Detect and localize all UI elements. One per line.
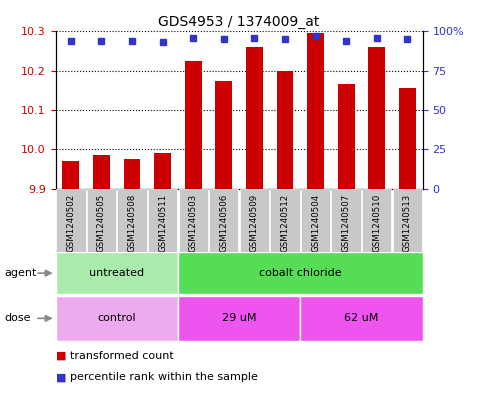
Bar — [246, 47, 263, 189]
Text: GSM1240508: GSM1240508 — [128, 194, 137, 252]
Bar — [179, 189, 208, 252]
Text: dose: dose — [5, 313, 31, 323]
Bar — [307, 33, 324, 189]
Bar — [87, 189, 116, 252]
Title: GDS4953 / 1374009_at: GDS4953 / 1374009_at — [158, 15, 320, 29]
Bar — [117, 189, 147, 252]
Bar — [56, 189, 85, 252]
Text: GSM1240511: GSM1240511 — [158, 194, 167, 252]
Text: GSM1240513: GSM1240513 — [403, 194, 412, 252]
Bar — [301, 189, 330, 252]
Text: agent: agent — [5, 268, 37, 278]
Text: 29 uM: 29 uM — [222, 313, 256, 323]
Bar — [178, 296, 300, 341]
Bar — [393, 189, 422, 252]
Bar — [56, 296, 178, 341]
Bar — [362, 189, 391, 252]
Text: GSM1240502: GSM1240502 — [66, 194, 75, 252]
Bar — [56, 252, 178, 294]
Bar — [154, 153, 171, 189]
Bar — [215, 81, 232, 189]
Bar — [331, 189, 361, 252]
Bar — [62, 161, 79, 189]
Bar — [178, 252, 423, 294]
Text: GSM1240506: GSM1240506 — [219, 194, 228, 252]
Text: GSM1240504: GSM1240504 — [311, 194, 320, 252]
Bar — [148, 189, 177, 252]
Text: percentile rank within the sample: percentile rank within the sample — [70, 372, 258, 382]
Bar — [369, 47, 385, 189]
Text: untreated: untreated — [89, 268, 144, 278]
Text: GSM1240503: GSM1240503 — [189, 194, 198, 252]
Bar — [270, 189, 299, 252]
Text: GSM1240510: GSM1240510 — [372, 194, 381, 252]
Text: ■: ■ — [56, 351, 66, 361]
Bar — [185, 61, 201, 189]
Text: 62 uM: 62 uM — [344, 313, 379, 323]
Bar — [277, 71, 293, 189]
Bar — [93, 155, 110, 189]
Bar — [399, 88, 416, 189]
Text: GSM1240512: GSM1240512 — [281, 194, 289, 252]
Bar — [338, 84, 355, 189]
Text: control: control — [98, 313, 136, 323]
Text: GSM1240509: GSM1240509 — [250, 194, 259, 252]
Bar — [240, 189, 269, 252]
Text: transformed count: transformed count — [70, 351, 174, 361]
Text: GSM1240505: GSM1240505 — [97, 194, 106, 252]
Bar — [124, 159, 141, 189]
Bar — [209, 189, 239, 252]
Text: GSM1240507: GSM1240507 — [341, 194, 351, 252]
Text: cobalt chloride: cobalt chloride — [259, 268, 341, 278]
Bar — [300, 296, 423, 341]
Text: ■: ■ — [56, 372, 66, 382]
